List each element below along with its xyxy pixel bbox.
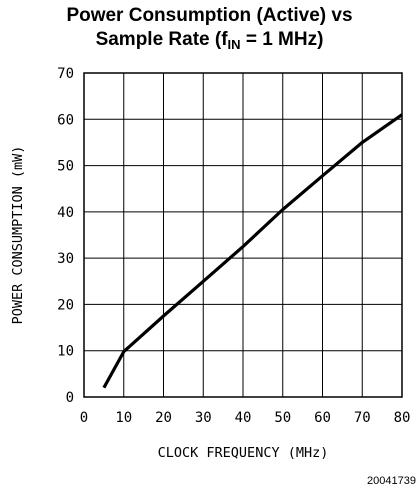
y-tick-label: 40: [57, 205, 74, 221]
figure-number: 20041739: [367, 475, 416, 487]
y-axis-label: POWER CONSUMPTION (mW): [10, 146, 26, 325]
y-tick-label: 20: [57, 297, 74, 313]
x-tick-label: 70: [354, 410, 371, 426]
title-subscript: IN: [227, 37, 241, 52]
x-tick-label: 40: [235, 410, 252, 426]
title-line-2: Sample Rate (fIN = 1 MHz): [0, 28, 419, 52]
title-line-1: Power Consumption (Active) vs: [66, 5, 353, 26]
y-tick-label: 70: [57, 66, 74, 82]
y-tick-labels: 0 10 20 30 40 50 60 70: [57, 66, 74, 406]
x-tick-label: 50: [274, 410, 291, 426]
x-tick-label: 80: [394, 410, 411, 426]
y-tick-label: 0: [66, 390, 74, 406]
x-tick-label: 10: [115, 410, 132, 426]
title-line-2-post: = 1 MHz): [240, 29, 324, 50]
y-tick-label: 10: [57, 344, 74, 360]
y-tick-label: 60: [57, 112, 74, 128]
x-tick-label: 0: [80, 410, 88, 426]
x-tick-labels: 0 10 20 30 40 50 60 70 80: [80, 410, 411, 426]
y-tick-label: 50: [57, 159, 74, 175]
grid-lines: [84, 73, 402, 397]
x-tick-label: 20: [155, 410, 172, 426]
title-line-2-pre: Sample Rate (f: [95, 29, 228, 50]
chart-title: Power Consumption (Active) vs Sample Rat…: [0, 4, 419, 52]
x-tick-label: 30: [195, 410, 212, 426]
y-tick-label: 30: [57, 251, 74, 267]
power-series-line: [102, 113, 403, 389]
x-axis-label: CLOCK FREQUENCY (MHz): [158, 445, 329, 461]
plot-frame: [83, 72, 403, 398]
x-tick-label: 60: [314, 410, 331, 426]
